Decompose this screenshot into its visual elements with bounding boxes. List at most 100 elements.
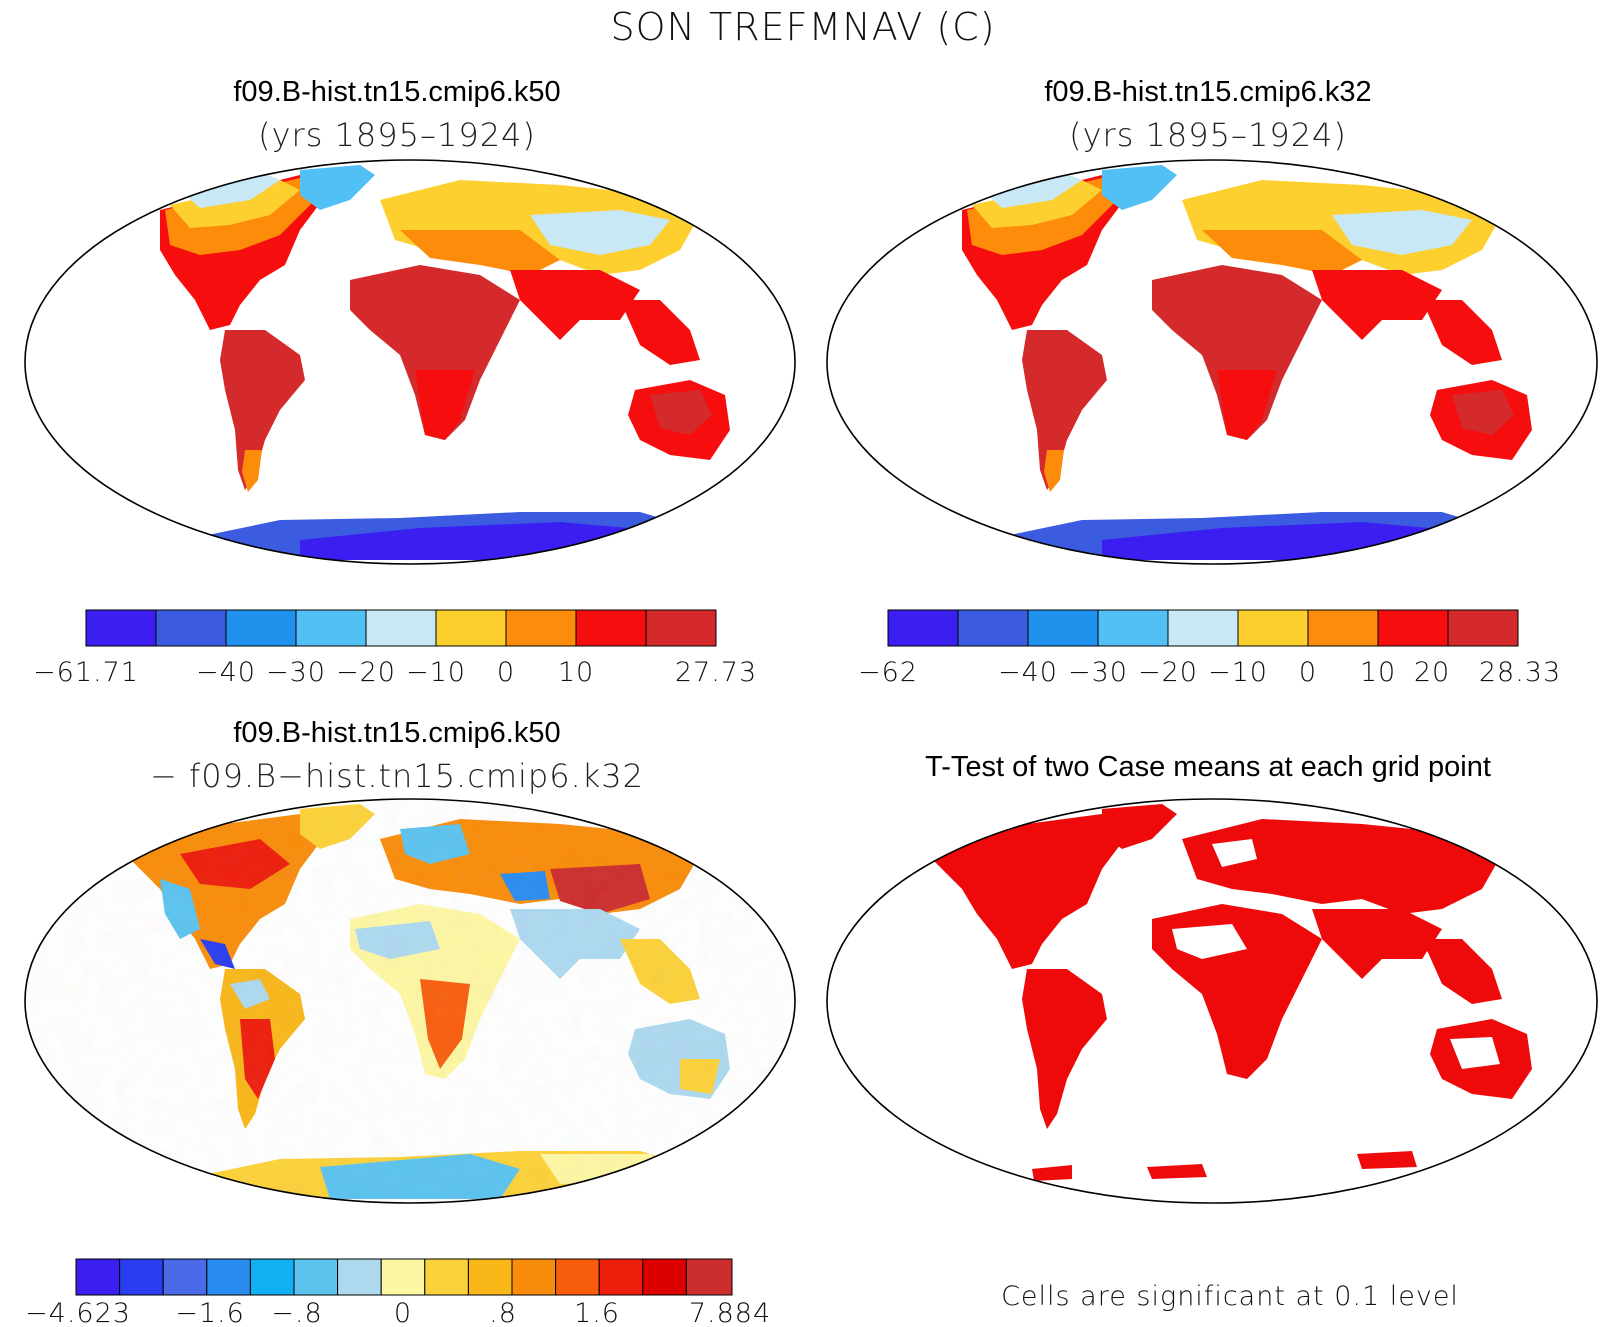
colorbar-case1-tick: 10 bbox=[558, 657, 594, 688]
panel-case2-subtitle: (yrs 1895–1924) bbox=[1069, 116, 1347, 154]
colorbar-diff-box1 bbox=[75, 1258, 121, 1296]
colorbar-case2-tick: 0 bbox=[1299, 657, 1317, 688]
land-se-asia bbox=[1422, 939, 1502, 1004]
colorbar-case1: −61.71 −40 −30 −20 −10 0 10 27.73 bbox=[33, 609, 757, 688]
colorbar-diff-tick: .8 bbox=[489, 1298, 517, 1327]
colorbar-diff-tick: −1.6 bbox=[175, 1298, 245, 1327]
colorbar-diff-tick: 7.884 bbox=[689, 1298, 771, 1327]
colorbar-diff-box6 bbox=[293, 1258, 339, 1296]
colorbar-case1-box5 bbox=[365, 609, 437, 647]
panel-ttest-footnote: Cells are significant at 0.1 level bbox=[1001, 1281, 1459, 1312]
colorbar-case2-box6 bbox=[1237, 609, 1309, 647]
sig-antarctica-3 bbox=[1357, 1151, 1417, 1169]
colorbar-case1-box8 bbox=[575, 609, 647, 647]
land-australia-core bbox=[1452, 390, 1514, 435]
land-asia-mid bbox=[1202, 230, 1362, 275]
colorbar-case1-box1 bbox=[85, 609, 157, 647]
colorbar-case2-tick: −40 bbox=[998, 657, 1058, 688]
colorbar-diff-box8 bbox=[380, 1258, 426, 1296]
colorbar-case2-tick: 28.33 bbox=[1479, 657, 1561, 688]
map-case2 bbox=[826, 159, 1598, 565]
panel-case2-title: f09.B-hist.tn15.cmip6.k32 bbox=[1044, 76, 1371, 108]
map-ttest bbox=[826, 798, 1598, 1204]
colorbar-case2-box4 bbox=[1097, 609, 1169, 647]
land-south-asia bbox=[1312, 270, 1442, 340]
colorbar-diff-box7 bbox=[337, 1258, 382, 1296]
land-north-america-north bbox=[170, 180, 300, 228]
land-north-america-north bbox=[972, 180, 1102, 228]
land-south-america bbox=[220, 330, 305, 490]
land-north-america bbox=[912, 814, 1132, 969]
colorbar-diff-tick: −4.623 bbox=[25, 1298, 131, 1327]
land-south-america-south bbox=[1044, 450, 1064, 492]
panel-ttest-title: T-Test of two Case means at each grid po… bbox=[925, 751, 1491, 783]
colorbar-case2-tick: −10 bbox=[1208, 657, 1268, 688]
colorbar-diff-box13 bbox=[598, 1258, 644, 1296]
map-case1 bbox=[24, 159, 796, 565]
nonsig-europe bbox=[1212, 839, 1257, 867]
colorbar-case1-box9 bbox=[645, 609, 717, 647]
colorbar-case2: −62 −40 −30 −20 −10 0 10 20 28.33 bbox=[858, 609, 1561, 688]
colorbar-case1-tick: 27.73 bbox=[675, 657, 757, 688]
colorbar-diff-tick: 0 bbox=[394, 1298, 412, 1327]
panel-case2: f09.B-hist.tn15.cmip6.k32 (yrs 1895–1924… bbox=[826, 76, 1598, 688]
land-asia-mid bbox=[400, 230, 560, 275]
colorbar-case1-tick: −61.71 bbox=[33, 657, 139, 688]
sig-antarctica-2 bbox=[1147, 1164, 1207, 1179]
land-south-asia bbox=[510, 270, 640, 340]
colorbar-case2-box8 bbox=[1377, 609, 1449, 647]
land-south-america bbox=[1022, 330, 1107, 490]
land-arctic bbox=[180, 172, 280, 208]
colorbar-diff-box10 bbox=[467, 1258, 513, 1296]
colorbar-case2-tick: 10 bbox=[1360, 657, 1396, 688]
land-arctic bbox=[982, 172, 1082, 208]
nonsig-africa bbox=[1172, 924, 1247, 959]
colorbar-case2-box9 bbox=[1447, 609, 1519, 647]
panel-ttest: T-Test of two Case means at each grid po… bbox=[826, 751, 1598, 1312]
land-greenland bbox=[1102, 804, 1177, 849]
colorbar-case1-tick: −40 bbox=[196, 657, 256, 688]
land-se-asia bbox=[620, 300, 700, 365]
land-greenland bbox=[300, 165, 375, 210]
nonsig-australia bbox=[1450, 1037, 1500, 1069]
land-eurasia bbox=[1182, 819, 1502, 914]
colorbar-diff-box15 bbox=[685, 1258, 733, 1296]
land-south-asia bbox=[1312, 909, 1442, 979]
land-africa bbox=[350, 265, 520, 440]
land-se-asia bbox=[1422, 300, 1502, 365]
colorbar-diff-box3 bbox=[162, 1258, 208, 1296]
colorbar-diff-tick: −.8 bbox=[271, 1298, 322, 1327]
colorbar-case1-tick: 0 bbox=[497, 657, 515, 688]
colorbar-case2-box7 bbox=[1307, 609, 1379, 647]
land-asia-cold bbox=[1332, 210, 1472, 255]
panel-case1-subtitle: (yrs 1895–1924) bbox=[258, 116, 536, 154]
colorbar-diff-box9 bbox=[424, 1258, 469, 1296]
panel-case1: f09.B-hist.tn15.cmip6.k50 (yrs 1895–1924… bbox=[24, 76, 796, 688]
colorbar-case1-box2 bbox=[155, 609, 227, 647]
colorbar-case1-box3 bbox=[225, 609, 297, 647]
colorbar-case1-box4 bbox=[295, 609, 367, 647]
colorbar-case1-tick: −10 bbox=[406, 657, 466, 688]
colorbar-case2-tick: −20 bbox=[1138, 657, 1198, 688]
colorbar-case2-tick: 20 bbox=[1414, 657, 1450, 688]
colorbar-diff-box2 bbox=[119, 1258, 164, 1296]
colorbar-case1-box6 bbox=[435, 609, 507, 647]
panel-diff: f09.B-hist.tn15.cmip6.k50 − f09.B−hist.t… bbox=[24, 717, 796, 1327]
colorbar-diff-box12 bbox=[555, 1258, 600, 1296]
colorbar-diff-box5 bbox=[249, 1258, 295, 1296]
colorbar-diff-tick: 1.6 bbox=[574, 1298, 620, 1327]
colorbar-case2-box3 bbox=[1027, 609, 1099, 647]
panel-case1-title: f09.B-hist.tn15.cmip6.k50 bbox=[233, 76, 560, 108]
colorbar-diff-box11 bbox=[511, 1258, 557, 1296]
colorbar-case1-box7 bbox=[505, 609, 577, 647]
land-south-america bbox=[1022, 969, 1107, 1129]
land-asia-cold bbox=[530, 210, 670, 255]
colorbar-diff-box14 bbox=[642, 1258, 687, 1296]
colorbar-diff: −4.623 −1.6 −.8 0 .8 1.6 7.884 bbox=[25, 1258, 771, 1327]
colorbar-case2-tick: −62 bbox=[858, 657, 918, 688]
land-australia-core bbox=[650, 390, 712, 435]
sig-antarctica-1 bbox=[1032, 1165, 1072, 1181]
colorbar-diff-box4 bbox=[206, 1258, 251, 1296]
land-africa-south bbox=[415, 370, 475, 440]
